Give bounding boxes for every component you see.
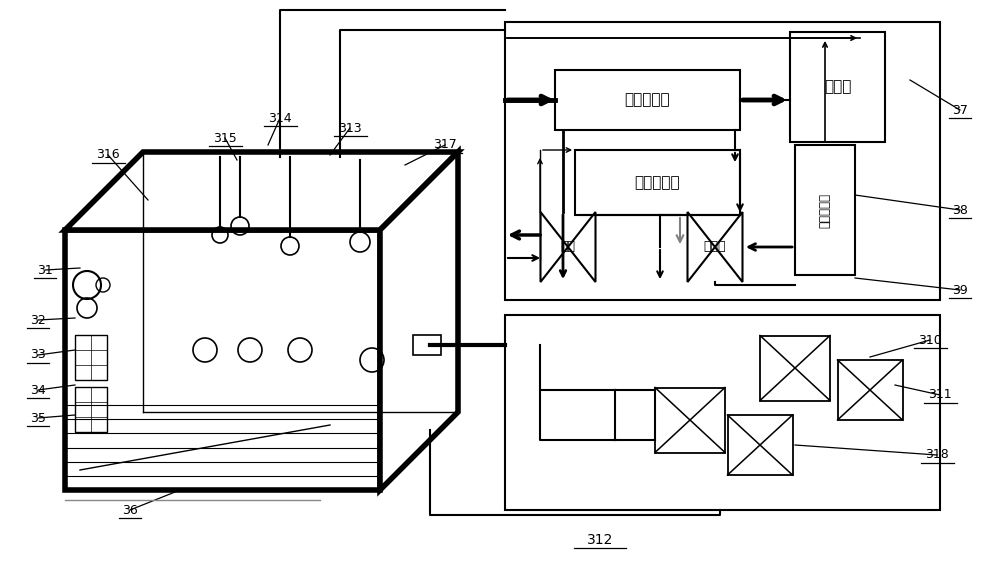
Text: 33: 33 xyxy=(30,349,46,362)
Text: 空空换热器: 空空换热器 xyxy=(625,92,670,108)
Text: 34: 34 xyxy=(30,384,46,396)
Text: 314: 314 xyxy=(268,112,292,125)
Text: 315: 315 xyxy=(213,131,237,144)
Bar xyxy=(413,335,441,355)
Polygon shape xyxy=(715,212,742,282)
Text: 316: 316 xyxy=(96,148,120,161)
Bar xyxy=(790,32,885,142)
Bar xyxy=(795,145,855,275)
Bar xyxy=(75,387,107,432)
Text: 水冷换热器: 水冷换热器 xyxy=(635,175,680,190)
Text: 312: 312 xyxy=(587,533,613,547)
Text: 39: 39 xyxy=(952,284,968,297)
Bar xyxy=(505,22,940,300)
Polygon shape xyxy=(540,212,568,282)
Text: 36: 36 xyxy=(122,504,138,517)
Text: 317: 317 xyxy=(433,139,457,152)
Polygon shape xyxy=(65,152,458,230)
Text: 水冷蛮发器: 水冷蛮发器 xyxy=(818,192,832,227)
Polygon shape xyxy=(568,212,596,282)
Text: 压气机: 压气机 xyxy=(704,240,726,253)
Text: 31: 31 xyxy=(37,263,53,276)
Bar xyxy=(65,230,380,490)
Text: 311: 311 xyxy=(928,389,952,402)
Text: 318: 318 xyxy=(925,448,949,461)
Text: 37: 37 xyxy=(952,104,968,117)
Text: 32: 32 xyxy=(30,314,46,327)
Polygon shape xyxy=(380,152,458,490)
Bar xyxy=(575,150,740,215)
Bar xyxy=(655,387,725,452)
Bar xyxy=(760,336,830,400)
Text: 38: 38 xyxy=(952,204,968,217)
Bar xyxy=(728,415,792,475)
Text: 压气机: 压气机 xyxy=(824,80,852,95)
Text: 涡轮: 涡轮 xyxy=(560,240,576,253)
Polygon shape xyxy=(688,212,715,282)
Bar xyxy=(838,360,902,420)
Text: 35: 35 xyxy=(30,412,46,425)
Bar xyxy=(555,70,740,130)
Bar xyxy=(505,315,940,510)
Text: 310: 310 xyxy=(918,333,942,346)
Text: 313: 313 xyxy=(338,121,362,134)
Bar xyxy=(75,335,107,380)
